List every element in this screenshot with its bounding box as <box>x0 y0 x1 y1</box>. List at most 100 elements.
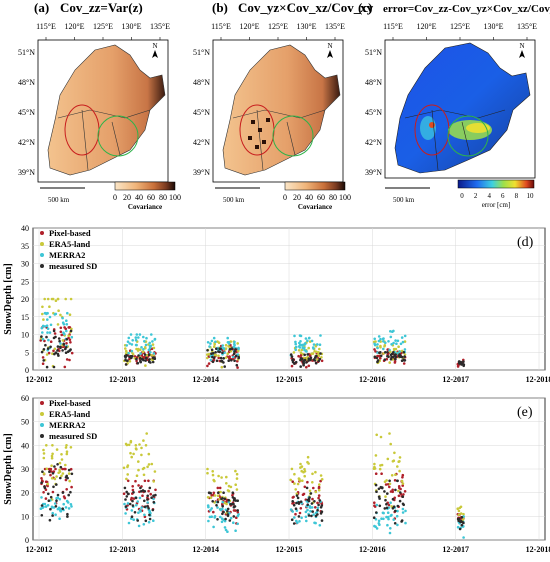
point-merra2 <box>210 339 214 343</box>
point-pixel-based <box>149 492 152 496</box>
point-era5-land <box>209 496 213 499</box>
point-era5-land <box>69 297 73 301</box>
covariance-colorbar-tick: 0 <box>283 193 287 202</box>
point-era5-land <box>315 350 318 354</box>
point-era5-land <box>303 474 307 478</box>
point-merra2 <box>386 511 390 514</box>
point-merra2 <box>219 515 222 519</box>
point-era5-land <box>456 507 460 511</box>
point-measured-sd <box>232 352 236 356</box>
point-pixel-based <box>59 326 63 330</box>
point-measured-sd <box>310 514 313 518</box>
point-era5-land <box>144 364 147 367</box>
point-merra2 <box>59 342 62 345</box>
point-era5-land <box>51 444 54 447</box>
point-measured-sd <box>40 481 43 485</box>
point-merra2 <box>233 340 236 344</box>
point-merra2 <box>314 521 317 525</box>
point-era5-land <box>137 460 140 463</box>
point-merra2 <box>139 352 142 355</box>
point-measured-sd <box>226 510 229 513</box>
point-measured-sd <box>394 488 397 492</box>
point-measured-sd <box>398 355 402 359</box>
map-a-lat-tick: 42°N <box>18 138 35 147</box>
point-merra2 <box>401 507 405 511</box>
point-merra2 <box>143 513 146 517</box>
point-era5-land <box>53 477 57 481</box>
map-c-lat-tick: 51°N <box>365 48 382 57</box>
point-era5-land <box>141 467 145 471</box>
point-era5-land <box>68 313 72 317</box>
x-tick-label: 12-2015 <box>276 375 303 384</box>
point-merra2 <box>135 343 138 347</box>
point-measured-sd <box>231 491 235 495</box>
point-era5-land <box>383 345 386 348</box>
point-merra2 <box>216 506 219 509</box>
point-merra2 <box>396 351 399 355</box>
point-era5-land <box>373 462 376 466</box>
point-measured-sd <box>224 517 227 521</box>
point-merra2 <box>400 336 404 339</box>
point-pixel-based <box>65 488 68 491</box>
point-merra2 <box>462 536 465 539</box>
point-merra2 <box>148 511 152 514</box>
point-merra2 <box>59 509 62 512</box>
colorbar-ticks: 0 20 40 60 80 100 0 20 40 60 80 100 0 2 4 6 8 10 <box>113 192 534 202</box>
map-a-green-circle <box>97 115 139 157</box>
map-b-lat-tick: 51°N <box>193 48 210 57</box>
error-colorbar-tick: 8 <box>515 192 519 200</box>
point-merra2 <box>304 515 308 519</box>
point-merra2 <box>61 316 64 320</box>
point-pixel-based <box>398 486 401 490</box>
point-measured-sd <box>128 502 132 506</box>
covariance-colorbar-tick: 20 <box>123 193 131 202</box>
point-measured-sd <box>147 507 150 510</box>
point-merra2 <box>40 496 43 499</box>
point-measured-sd <box>216 500 220 504</box>
point-merra2 <box>46 318 49 321</box>
point-pixel-based <box>212 491 216 495</box>
point-measured-sd <box>151 360 155 364</box>
point-merra2 <box>130 349 134 353</box>
point-measured-sd <box>394 509 397 513</box>
point-era5-land <box>55 475 58 478</box>
point-era5-land <box>207 352 211 356</box>
point-merra2 <box>128 342 131 345</box>
map-a-lat-tick: 45°N <box>18 108 35 117</box>
point-measured-sd <box>403 355 406 358</box>
point-merra2 <box>134 336 138 339</box>
point-merra2 <box>53 313 57 316</box>
point-era5-land <box>57 309 60 313</box>
point-pixel-based <box>131 488 135 492</box>
point-era5-land <box>391 460 395 463</box>
point-merra2 <box>142 335 145 339</box>
point-era5-land <box>42 448 45 452</box>
point-merra2 <box>293 334 296 338</box>
point-measured-sd <box>234 354 238 358</box>
point-measured-sd <box>136 519 139 522</box>
point-measured-sd <box>374 483 378 487</box>
point-merra2 <box>396 509 399 513</box>
point-era5-land <box>306 455 310 459</box>
point-measured-sd <box>460 523 464 527</box>
y-tick-label: 15 <box>21 313 29 322</box>
point-merra2 <box>43 325 47 328</box>
point-merra2 <box>62 502 65 506</box>
point-era5-land <box>400 479 404 483</box>
point-era5-land <box>60 474 63 478</box>
point-era5-land <box>67 472 71 475</box>
point-merra2 <box>298 520 301 523</box>
point-era5-land <box>289 478 293 482</box>
point-merra2 <box>389 335 393 339</box>
point-merra2 <box>378 523 381 526</box>
point-measured-sd <box>234 499 237 502</box>
point-merra2 <box>212 525 215 529</box>
point-era5-land <box>153 470 157 473</box>
map-b-lat-tick: 39°N <box>193 168 210 177</box>
point-measured-sd <box>53 352 56 356</box>
map-c-region <box>394 42 531 174</box>
map-c-lat-tick: 39°N <box>365 168 382 177</box>
point-measured-sd <box>66 476 69 480</box>
point-pixel-based <box>401 484 405 487</box>
point-measured-sd <box>391 497 395 501</box>
